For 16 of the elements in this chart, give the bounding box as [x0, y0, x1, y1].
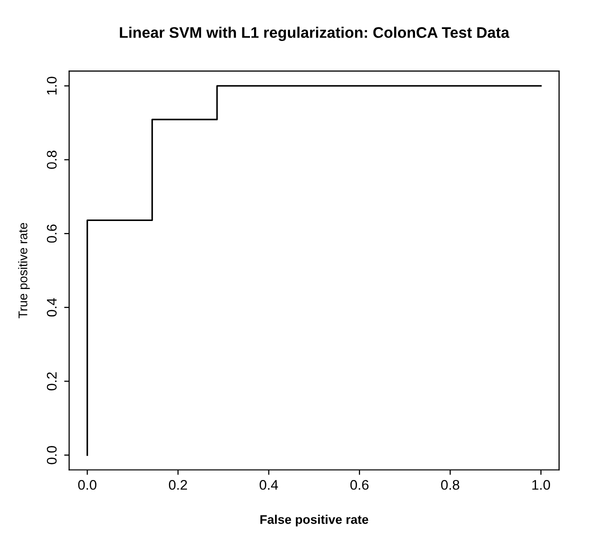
x-tick-label: 0.8 — [441, 480, 460, 490]
y-tick-label: 0.0 — [46, 446, 57, 464]
x-tick-label: 0.6 — [350, 480, 369, 490]
x-tick-label: 0.2 — [168, 480, 187, 490]
x-tick-label: 0.0 — [78, 480, 96, 490]
y-tick-label: 0.2 — [46, 372, 57, 390]
y-tick-label: 0.6 — [46, 224, 57, 243]
x-tick-label: 0.4 — [260, 480, 278, 490]
y-tick-label: 0.4 — [46, 298, 57, 317]
chart-title: Linear SVM with L1 regularization: ColonCA Test Data — [120, 26, 510, 42]
x-tick-label: 1.0 — [532, 480, 550, 490]
y-tick-label: 0.8 — [46, 150, 57, 169]
line-series — [86, 85, 542, 456]
y-tick-label: 1.0 — [46, 76, 57, 94]
y-axis-title: True positive rate — [18, 222, 30, 318]
x-axis-title: False positive rate — [260, 514, 368, 526]
